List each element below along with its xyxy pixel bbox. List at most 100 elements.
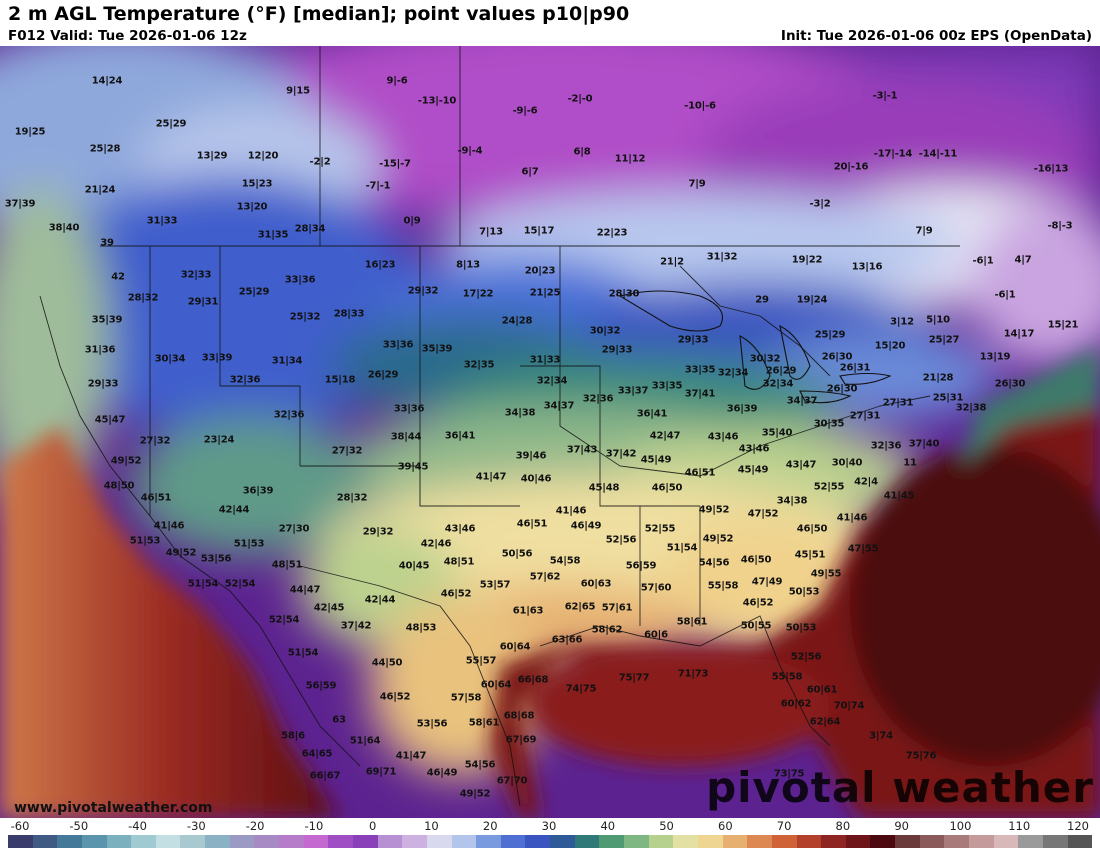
point-value: 25|32 — [289, 311, 321, 323]
point-value: 12|20 — [247, 150, 279, 162]
point-value: -3|-1 — [872, 90, 898, 102]
colorbar-segment — [845, 835, 871, 848]
point-value: 40|45 — [398, 560, 430, 572]
point-value: 30|40 — [831, 457, 863, 469]
point-value: 47|49 — [751, 576, 783, 588]
point-value: 42|46 — [420, 538, 452, 550]
point-value: 49|52 — [110, 455, 142, 467]
point-value: 29|33 — [601, 344, 633, 356]
point-value: 28|33 — [333, 308, 365, 320]
point-value: 38|44 — [390, 431, 422, 443]
colorbar-tick-label: 90 — [894, 819, 909, 833]
point-value: 36|39 — [242, 485, 274, 497]
point-value: 50|53 — [785, 622, 817, 634]
point-value: 51|54 — [666, 542, 698, 554]
point-value: -7|-1 — [365, 180, 391, 192]
point-value: 4|7 — [1014, 254, 1032, 266]
point-value: 31|33 — [146, 215, 178, 227]
point-value: 48|53 — [405, 622, 437, 634]
colorbar-segment — [328, 835, 353, 848]
point-value: -10|-6 — [684, 100, 716, 112]
point-value: 26|29 — [367, 369, 399, 381]
point-value: 26|31 — [839, 362, 871, 374]
point-value: 37|42 — [340, 620, 372, 632]
point-value: 14|24 — [91, 75, 123, 87]
point-value: 43|46 — [444, 523, 476, 535]
colorbar-tick-label: 20 — [482, 819, 498, 833]
point-value: 46|50 — [740, 554, 772, 566]
colorbar-segment — [57, 835, 82, 848]
point-value: 33|35 — [651, 380, 683, 392]
point-value: -13|-10 — [417, 95, 457, 107]
colorbar-segment — [500, 835, 526, 848]
point-value: 66|67 — [309, 770, 341, 782]
point-value: 27|31 — [882, 397, 914, 409]
colorbar-segment — [106, 835, 132, 848]
colorbar-tick-label: -20 — [245, 819, 265, 833]
colorbar-segment — [8, 835, 33, 848]
point-value: 45|48 — [588, 482, 620, 494]
source-url[interactable]: www.pivotalweather.com — [14, 800, 213, 816]
point-value: 49|55 — [810, 568, 842, 580]
colorbar-segment — [279, 835, 304, 848]
point-value: 29|33 — [677, 334, 709, 346]
point-value: 42|47 — [649, 430, 681, 442]
point-value: 49|52 — [698, 504, 730, 516]
colorbar: -60 -50 -40 -30 -20 -10 0 10 20 30 40 50 60 70 80 90 100… — [0, 818, 1100, 850]
point-value: 57|58 — [450, 692, 482, 704]
point-value: 15|17 — [523, 225, 555, 237]
point-value: 15|18 — [324, 374, 356, 386]
point-value: 33|35 — [684, 364, 716, 376]
point-value: 52|54 — [268, 614, 300, 626]
point-value: 30|32 — [749, 353, 781, 365]
point-value: 33|36 — [284, 274, 316, 286]
point-value: 25|31 — [932, 392, 964, 404]
point-value: 8|13 — [456, 259, 480, 271]
colorbar-tick-label: -40 — [128, 819, 147, 833]
point-value: 56|59 — [305, 680, 337, 692]
colorbar-segment — [821, 835, 846, 848]
point-value: 28|32 — [336, 492, 368, 504]
colorbar-segment — [722, 835, 748, 848]
point-value: 43|46 — [738, 443, 770, 455]
point-value: 25|29 — [814, 329, 846, 341]
point-value: 61|63 — [512, 605, 544, 617]
point-value: 23|24 — [203, 434, 235, 446]
point-value: 26|30 — [994, 378, 1026, 390]
point-value: 33|39 — [201, 352, 233, 364]
point-value: 27|30 — [278, 523, 310, 535]
temperature-map[interactable]: 14|24 9|15 9|-6 -13|-10 -9|-6 -2|-0 -10|-6 -3|-… — [0, 46, 1100, 818]
colorbar-tick-label: 0 — [368, 819, 377, 833]
point-value: 57|60 — [640, 582, 672, 594]
point-value: 15|23 — [241, 178, 273, 190]
point-value: 11|12 — [614, 153, 646, 165]
point-value: 51|54 — [187, 578, 219, 590]
point-value: 31|34 — [271, 355, 303, 367]
point-value: 60|61 — [806, 684, 838, 696]
point-value: 55|57 — [465, 655, 497, 667]
colorbar-scale — [8, 835, 1093, 848]
point-value: 15|21 — [1047, 319, 1079, 331]
point-value: 58|6 — [281, 730, 305, 742]
point-value: 7|9 — [915, 225, 933, 237]
point-value: 5|10 — [926, 314, 950, 326]
point-value: 39|46 — [515, 450, 547, 462]
point-value: 32|38 — [955, 402, 987, 414]
point-value: 37|42 — [605, 448, 637, 460]
point-value: 62|64 — [809, 716, 841, 728]
point-value: 75|76 — [905, 750, 937, 762]
point-value: 27|31 — [849, 410, 881, 422]
colorbar-tick-label: 40 — [600, 819, 616, 833]
point-value: 41|46 — [836, 512, 868, 524]
point-value: 13|16 — [851, 261, 883, 273]
point-value: 46|50 — [796, 523, 828, 535]
colorbar-segment — [1018, 835, 1043, 848]
point-value: 75|77 — [618, 672, 650, 684]
point-value: 21|24 — [84, 184, 116, 196]
point-value: 29 — [755, 294, 769, 306]
point-value: 43|46 — [707, 431, 739, 443]
point-value: 67|69 — [505, 734, 537, 746]
point-value: 11 — [903, 457, 917, 469]
point-value: 37|40 — [908, 438, 940, 450]
point-value: -6|1 — [994, 289, 1016, 301]
